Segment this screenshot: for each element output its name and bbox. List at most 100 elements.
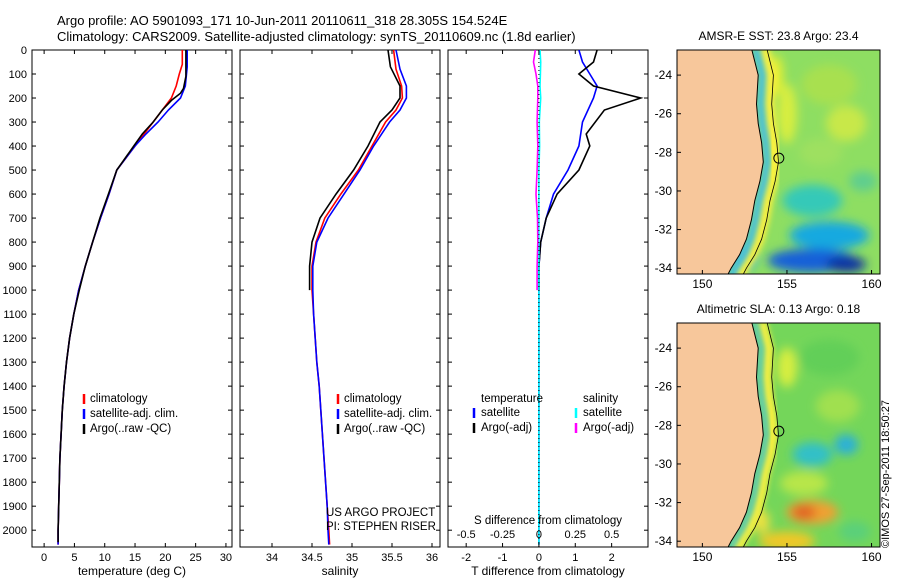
x-tick-label: 160 bbox=[862, 550, 882, 564]
map-blob bbox=[826, 256, 867, 273]
map-blob bbox=[791, 505, 816, 520]
map-blob bbox=[792, 442, 833, 467]
x-tick-label: 20 bbox=[159, 552, 171, 564]
s-tick-label: 0 bbox=[536, 529, 542, 541]
y-tick-label: 300 bbox=[9, 117, 27, 129]
s-tick-label: 0.5 bbox=[604, 529, 619, 541]
x-axis-label: temperature (deg C) bbox=[78, 564, 186, 578]
map-title: AMSR-E SST: 23.8 Argo: 23.4 bbox=[698, 29, 858, 43]
map-blob bbox=[834, 434, 859, 455]
difference-chart: -2 -1 0 1 2T difference from climatology -0.5… bbox=[447, 49, 649, 578]
map-blob bbox=[798, 138, 843, 167]
y-tick-label: -32 bbox=[655, 223, 673, 237]
map-title: Altimetric SLA: 0.13 Argo: 0.18 bbox=[697, 302, 861, 316]
coastal-band bbox=[732, 323, 779, 547]
x-tick-label: 150 bbox=[692, 277, 712, 291]
land-mass bbox=[677, 50, 764, 274]
s-tick-label: 0.25 bbox=[565, 529, 586, 541]
legend-title: salinity bbox=[583, 393, 618, 405]
legend-title: temperature bbox=[481, 393, 543, 405]
map-frame bbox=[676, 49, 881, 275]
s-axis-label: S difference from climatology bbox=[474, 515, 622, 527]
legend-label: satellite bbox=[481, 407, 520, 419]
y-tick-label: -24 bbox=[655, 68, 673, 82]
y-tick-label: 700 bbox=[9, 213, 27, 225]
y-tick-label: -34 bbox=[655, 261, 673, 275]
x-tick-label: 35 bbox=[346, 552, 358, 564]
sla-map: 150 155 160 -24 -26 -28 -30 -32 -34 Altimetric SL… bbox=[655, 302, 882, 564]
series-line bbox=[311, 49, 408, 545]
legend-label: Argo(-adj) bbox=[583, 422, 634, 434]
y-tick-label: 1600 bbox=[3, 429, 27, 441]
map-blob bbox=[826, 105, 867, 142]
y-tick-label: 200 bbox=[9, 93, 27, 105]
header-line-1: Argo profile: AO 5901093_171 10-Jun-2011… bbox=[57, 13, 508, 28]
x-tick-label: 1 bbox=[572, 552, 578, 564]
header-line-2: Climatology: CARS2009. Satellite-adjuste… bbox=[57, 29, 576, 44]
annotation: US ARGO PROJECT bbox=[326, 507, 435, 519]
y-tick-label: 800 bbox=[9, 237, 27, 249]
x-tick-label: 25 bbox=[190, 552, 202, 564]
map-blobs bbox=[753, 339, 871, 547]
map-blob bbox=[782, 184, 843, 217]
y-tick-label: 1400 bbox=[3, 381, 27, 393]
y-tick-label: -30 bbox=[655, 184, 673, 198]
map-frame bbox=[676, 322, 881, 548]
plot-frame bbox=[239, 49, 441, 548]
map-blob bbox=[801, 64, 858, 105]
legend-label: Argo(-adj) bbox=[481, 422, 532, 434]
argo-position-marker bbox=[773, 152, 785, 164]
y-tick-label: 400 bbox=[9, 141, 27, 153]
coastal-band bbox=[733, 50, 782, 274]
x-tick-label: 10 bbox=[99, 552, 111, 564]
y-tick-label: -28 bbox=[655, 145, 673, 159]
annotation: PI: STEPHEN RISER bbox=[326, 521, 436, 533]
y-tick-label: 900 bbox=[9, 261, 27, 273]
series-line bbox=[538, 49, 644, 291]
y-tick-label: 500 bbox=[9, 165, 27, 177]
y-tick-label: 1800 bbox=[3, 477, 27, 489]
x-tick-label: -1 bbox=[498, 552, 508, 564]
x-tick-label: 5 bbox=[71, 552, 77, 564]
legend-label: climatology bbox=[90, 393, 148, 405]
legend-label: satellite-adj. clim. bbox=[90, 408, 178, 420]
y-tick-label: -34 bbox=[655, 534, 673, 548]
s-tick-label: -0.5 bbox=[457, 529, 476, 541]
salinity-chart: 34 34.5 35 35.5 36 salinity climatology satelli… bbox=[239, 49, 441, 578]
series-line bbox=[308, 49, 401, 291]
y-tick-label: -24 bbox=[655, 341, 673, 355]
y-tick-label: 1900 bbox=[3, 501, 27, 513]
plot-frame bbox=[31, 49, 233, 548]
x-tick-label: 2 bbox=[609, 552, 615, 564]
y-tick-label: -32 bbox=[655, 496, 673, 510]
y-tick-label: -30 bbox=[655, 457, 673, 471]
depth-contour bbox=[742, 50, 779, 274]
y-tick-label: 600 bbox=[9, 189, 27, 201]
map-blob bbox=[779, 471, 828, 496]
series-line bbox=[57, 50, 187, 543]
legend-label: Argo(..raw -QC) bbox=[344, 423, 425, 435]
y-tick-label: -26 bbox=[655, 380, 673, 394]
legend-label: Argo(..raw -QC) bbox=[90, 423, 171, 435]
legend-label: satellite bbox=[583, 407, 622, 419]
y-tick-label: 1300 bbox=[3, 357, 27, 369]
x-tick-label: 34 bbox=[266, 552, 278, 564]
map-blob bbox=[758, 531, 815, 547]
x-tick-label: 160 bbox=[862, 277, 882, 291]
x-axis-label: T difference from climatology bbox=[471, 564, 625, 578]
map-blob bbox=[776, 83, 797, 144]
x-tick-label: 150 bbox=[692, 550, 712, 564]
x-tick-label: 155 bbox=[777, 277, 797, 291]
x-tick-label: -2 bbox=[461, 552, 471, 564]
map-field bbox=[677, 323, 880, 547]
y-tick-label: 0 bbox=[21, 45, 27, 57]
sst-map: 150 155 160 -24 -26 -28 -30 -32 -34 AMSR-E SST: 2… bbox=[655, 29, 882, 291]
x-tick-label: 34.5 bbox=[301, 552, 322, 564]
map-field bbox=[677, 50, 880, 274]
coastal-band bbox=[727, 323, 770, 547]
y-tick-label: 2000 bbox=[3, 525, 27, 537]
coastal-band bbox=[727, 50, 772, 274]
x-tick-label: 36 bbox=[426, 552, 438, 564]
y-tick-label: 1700 bbox=[3, 453, 27, 465]
x-tick-label: 0 bbox=[41, 552, 47, 564]
